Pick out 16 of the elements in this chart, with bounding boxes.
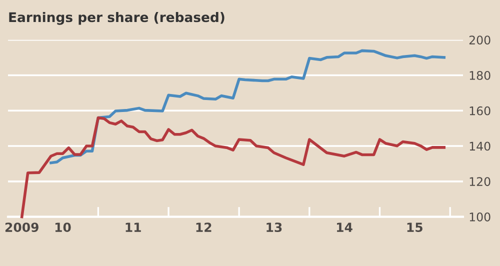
chart-title: Earnings per share (rebased) bbox=[9, 12, 224, 25]
x-tick-label: 11 bbox=[126, 222, 141, 232]
x-tick-label: 15 bbox=[407, 222, 422, 232]
y-tick-label: 200 bbox=[469, 36, 490, 45]
x-tick-label: 2009 bbox=[5, 222, 38, 232]
y-tick-label: 180 bbox=[470, 71, 490, 80]
line-series bbox=[20, 116, 446, 218]
y-tick-label: 140 bbox=[470, 142, 490, 151]
x-tick-label: 10 bbox=[55, 222, 71, 232]
line-series bbox=[50, 49, 446, 164]
y-tick-label: 100 bbox=[470, 212, 490, 222]
x-tick-label: 12 bbox=[196, 222, 212, 232]
x-tick-label: 13 bbox=[266, 222, 282, 232]
y-tick-label: 160 bbox=[470, 106, 490, 116]
y-tick-label: 120 bbox=[470, 177, 490, 186]
x-tick-label: 14 bbox=[337, 222, 352, 232]
